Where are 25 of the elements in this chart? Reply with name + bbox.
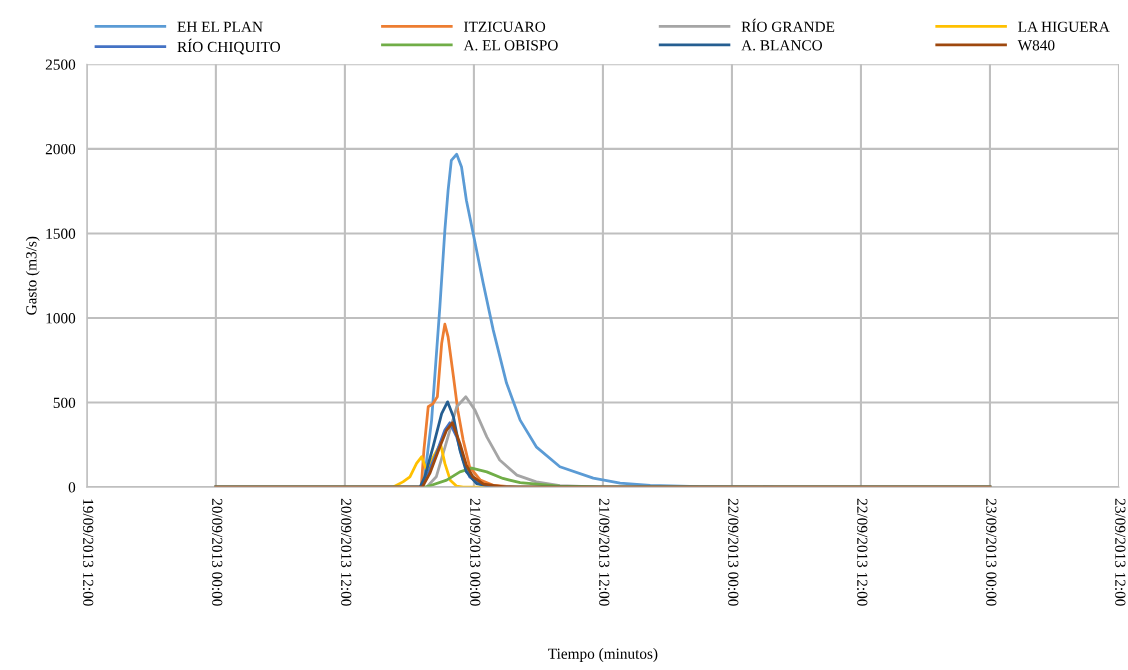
x-tick-label: 20/09/2013 12:00 bbox=[340, 498, 352, 606]
legend-label: A. EL OBISPO bbox=[463, 40, 558, 51]
x-tick-label: 19/09/2013 12:00 bbox=[82, 499, 94, 606]
x-tick-label: 22/09/2013 00:00 bbox=[728, 498, 739, 606]
x-tick-label: 20/09/2013 00:00 bbox=[211, 498, 223, 606]
y-tick-label: 2500 bbox=[45, 59, 76, 70]
legend-label: W840 bbox=[1017, 40, 1055, 51]
legend-label: RÍO GRANDE bbox=[741, 18, 835, 32]
y-tick-label: 1000 bbox=[46, 313, 76, 324]
legend-label: ITZICUARO bbox=[464, 21, 546, 32]
legend-label: LA HIGUERA bbox=[1018, 21, 1110, 32]
y-axis-title: Gasto (m3/s) bbox=[25, 236, 40, 315]
legend-label: RÍO CHIQUITO bbox=[177, 38, 281, 55]
x-tick-label: 21/09/2013 12:00 bbox=[599, 498, 610, 606]
legend-label: EH EL PLAN bbox=[177, 21, 263, 32]
y-tick-label: 500 bbox=[53, 397, 76, 408]
y-tick-label: 0 bbox=[68, 482, 76, 493]
y-tick-label: 2000 bbox=[45, 144, 76, 155]
x-axis-title: Tiempo (minutos) bbox=[548, 648, 658, 662]
x-tick-label: 22/09/2013 12:00 bbox=[857, 498, 868, 606]
x-tick-label: 21/09/2013 00:00 bbox=[470, 498, 481, 606]
x-tick-label: 23/09/2013 00:00 bbox=[986, 498, 997, 606]
legend-label: A. BLANCO bbox=[741, 40, 823, 51]
x-tick-label: 23/09/2013 12:00 bbox=[1115, 498, 1126, 606]
y-tick-label: 1500 bbox=[46, 228, 76, 239]
